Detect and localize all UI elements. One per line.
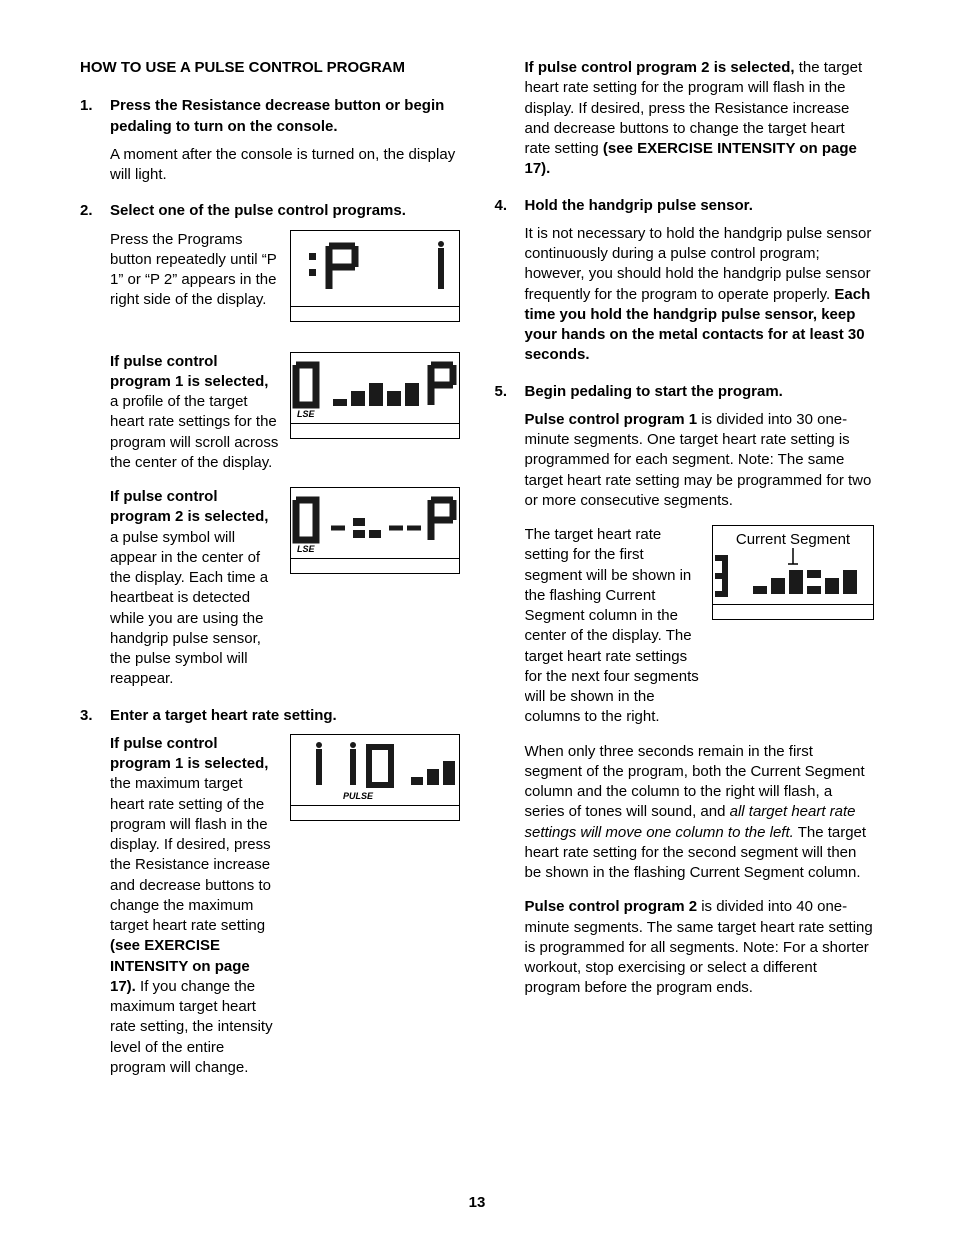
- paragraph: If pulse control program 1 is selected, …: [110, 352, 280, 474]
- paragraph: If pulse control program 2 is selected, …: [110, 487, 280, 690]
- paragraph: A moment after the console is turned on,…: [110, 145, 460, 186]
- bold-text: Pulse control program 2: [525, 898, 698, 915]
- step-3-body: PULSE If pulse control program 1 is sele…: [110, 734, 460, 1078]
- step-heading: Hold the handgrip pulse sensor.: [525, 196, 753, 216]
- bold-text: If pulse control program 1 is selected,: [110, 353, 268, 390]
- columns: HOW TO USE A PULSE CONTROL PROGRAM 1. Pr…: [80, 58, 874, 1094]
- step-4: 4. Hold the handgrip pulse sensor.: [495, 196, 875, 216]
- page-number: 13: [0, 1193, 954, 1213]
- step-5-body: Pulse control program 1 is divided into …: [525, 410, 875, 999]
- paragraph: It is not necessary to hold the handgrip…: [525, 224, 875, 366]
- step-heading: Enter a target heart rate setting.: [110, 706, 337, 726]
- paragraph: When only three seconds remain in the fi…: [525, 742, 875, 884]
- lcd-figure-110: PULSE: [290, 734, 460, 821]
- text: It is not necessary to hold the handgrip…: [525, 225, 872, 303]
- step-heading: Select one of the pulse control programs…: [110, 201, 406, 221]
- step-2: 2. Select one of the pulse control progr…: [80, 201, 460, 221]
- step-number: 4.: [495, 196, 525, 216]
- text: the maximum target heart rate setting of…: [110, 775, 271, 934]
- step-number: 5.: [495, 382, 525, 402]
- lcd-svg: PULSE: [291, 735, 459, 805]
- lcd-svg: LSE: [291, 353, 459, 423]
- lcd-figure-profile: LSE: [290, 352, 460, 439]
- left-column: HOW TO USE A PULSE CONTROL PROGRAM 1. Pr…: [80, 58, 460, 1094]
- bold-text: Pulse control program 1: [525, 411, 698, 428]
- wrap-block: Press the Programs button repeatedly unt…: [110, 230, 460, 326]
- step-number: 2.: [80, 201, 110, 221]
- lcd-figure-p1: [290, 230, 460, 322]
- step-4-body: It is not necessary to hold the handgrip…: [525, 224, 875, 366]
- lcd-svg: LSE: [291, 488, 459, 558]
- paragraph: Press the Programs button repeatedly unt…: [110, 230, 280, 311]
- paragraph: Pulse control program 1 is divided into …: [525, 410, 875, 511]
- step-number: 3.: [80, 706, 110, 726]
- paragraph: If pulse control program 1 is selected, …: [110, 734, 280, 1078]
- text: a pulse symbol will appear in the center…: [110, 529, 268, 688]
- lcd-label: LSE: [297, 544, 316, 554]
- bold-text: If pulse control program 1 is selected,: [110, 735, 268, 772]
- step-2-body: Press the Programs button repeatedly unt…: [110, 230, 460, 690]
- wrap-block: Current Segment: [525, 525, 875, 728]
- lcd-figure-pulse-symbol: LSE: [290, 487, 460, 574]
- lcd-svg: [291, 231, 459, 306]
- wrap-block: PULSE If pulse control program 1 is sele…: [110, 734, 460, 1078]
- lcd-label: PULSE: [343, 791, 374, 801]
- wrap-block: LSE If pulse control program 2 is select…: [110, 487, 460, 690]
- lcd-label: LSE: [297, 409, 316, 419]
- lcd-figure-current-segment: Current Segment: [712, 525, 874, 620]
- step-heading: Begin pedaling to start the program.: [525, 382, 783, 402]
- step-number: 1.: [80, 96, 110, 137]
- paragraph: The target heart rate setting for the fi…: [525, 525, 703, 728]
- section-title: HOW TO USE A PULSE CONTROL PROGRAM: [80, 58, 460, 78]
- text: a profile of the target heart rate setti…: [110, 393, 278, 471]
- paragraph: Pulse control program 2 is divided into …: [525, 897, 875, 998]
- right-column: If pulse control program 2 is selected, …: [495, 58, 875, 1094]
- wrap-block: LSE If pulse control program 1 is select…: [110, 352, 460, 474]
- step-3: 3. Enter a target heart rate setting.: [80, 706, 460, 726]
- step-3-cont: If pulse control program 2 is selected, …: [525, 58, 875, 180]
- paragraph: If pulse control program 2 is selected, …: [525, 58, 875, 180]
- step-heading: Press the Resistance decrease button or …: [110, 96, 460, 137]
- bold-text: If pulse control program 2 is selected,: [525, 59, 795, 76]
- lcd-svg: Current Segment: [713, 526, 873, 604]
- bold-text: If pulse control program 2 is selected,: [110, 488, 268, 525]
- step-1-body: A moment after the console is turned on,…: [110, 145, 460, 186]
- step-1: 1. Press the Resistance decrease button …: [80, 96, 460, 137]
- step-5: 5. Begin pedaling to start the program.: [495, 382, 875, 402]
- manual-page: HOW TO USE A PULSE CONTROL PROGRAM 1. Pr…: [0, 0, 954, 1235]
- figure-label: Current Segment: [736, 531, 851, 548]
